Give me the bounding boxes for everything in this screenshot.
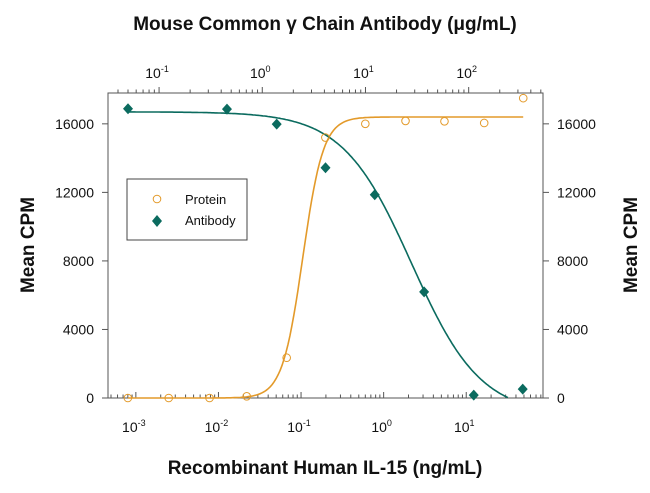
x2-tick-label: 102 [456,64,477,81]
x2-tick-label: 10-1 [145,64,169,81]
x2-tick-label: 100 [250,64,271,81]
plot-frame [107,92,544,399]
y-right-tick-label: 4000 [557,321,588,337]
legend-antibody-label: Antibody [185,213,236,228]
y-right-tick-label: 16000 [557,116,596,132]
antibody-data-point [468,389,479,401]
y-right-tick-label: 0 [557,390,565,406]
protein-data-point [361,119,370,129]
legend-protein-label: Protein [185,192,226,207]
x-tick-label: 10-2 [205,418,229,435]
protein-data-point [205,393,214,403]
antibody-data-point [320,162,331,174]
x2-tick-label: 101 [353,64,374,81]
antibody-data-point [221,103,232,115]
y-axis-title-left: Mean CPM [18,197,39,293]
y-tick-label: 4000 [63,321,94,337]
protein-data-point [282,353,291,363]
y-tick-label: 0 [86,390,94,406]
protein-data-point [123,393,133,403]
antibody-data-point [517,383,528,395]
y-tick-label: 12000 [55,184,94,200]
antibody-data-point [419,286,430,298]
legend: Protein Antibody [126,178,248,241]
antibody-fit-curve [128,111,509,399]
antibody-data-point [123,103,134,115]
x-tick-label: 101 [454,418,475,435]
protein-data-point [518,93,528,103]
antibody-data-point [369,189,380,201]
legend-box [126,178,248,241]
y-right-tick-label: 8000 [557,253,588,269]
y-right-tick-label: 12000 [557,184,596,200]
x-tick-label: 10-1 [287,418,311,435]
y-axis-title-right: Mean CPM [621,197,642,293]
protein-data-point [440,116,449,126]
legend-antibody-marker [152,215,162,227]
y-tick-label: 16000 [55,116,94,132]
protein-data-point [164,393,174,403]
x-axis-title: Recombinant Human IL-15 (ng/mL) [168,458,483,479]
x-tick-label: 10-3 [122,418,146,435]
x-tick-label: 100 [371,418,392,435]
protein-data-point [242,391,252,401]
protein-data-point [401,116,410,126]
y-tick-label: 8000 [63,253,94,269]
protein-data-point [479,118,489,128]
chart-title: Mouse Common γ Chain Antibody (μg/mL) [133,14,517,35]
protein-fit-curve [127,116,524,399]
antibody-data-point [271,118,282,130]
protein-data-point [321,133,330,142]
legend-protein-marker [152,194,162,204]
